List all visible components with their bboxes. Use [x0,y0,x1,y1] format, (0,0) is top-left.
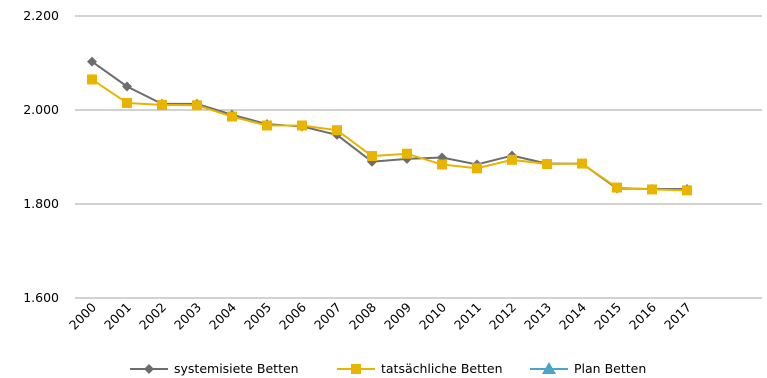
legend-label: tatsächliche Betten [381,361,503,376]
y-tick-label: 1.600 [23,290,59,305]
legend-swatch-marker [351,364,361,374]
data-point [157,99,167,110]
series-1 [87,56,692,194]
x-tick-label: 2007 [311,300,344,333]
data-point [437,159,447,170]
legend: systemisiete Betten tatsächliche Betten Pl… [130,361,646,376]
x-tick-label: 2017 [661,300,694,333]
legend-item: tatsächliche Betten [337,361,503,376]
data-point [402,148,412,159]
data-point [122,97,132,108]
x-axis-ticks: 2000 2001 2002 2003 2004 2005 2006 2007 2008 2009… [66,299,767,332]
legend-label: Plan Betten [574,361,646,376]
x-tick-label: 2014 [556,299,589,332]
x-tick-label: 2010 [416,299,449,332]
series-2 [87,74,692,196]
data-point [542,159,552,170]
legend-item: Plan Betten [530,361,646,376]
data-point [577,158,587,169]
data-point [297,120,307,131]
series-layer [87,56,692,196]
x-tick-label: 2004 [206,299,239,332]
data-point [507,154,517,165]
y-tick-label: 1.800 [23,196,59,211]
x-tick-label: 2002 [136,300,169,333]
x-tick-label: 2011 [451,300,484,333]
x-tick-label: 2015 [591,300,624,333]
data-point [87,56,97,67]
data-point [682,185,692,196]
y-tick-label: 2.200 [23,8,59,23]
data-point [332,125,342,136]
legend-swatch-marker [542,362,556,374]
x-tick-label: 2003 [171,300,204,333]
x-tick-label: 2013 [521,300,554,333]
grid-lines [75,15,762,299]
legend-item: systemisiete Betten [130,361,299,376]
data-point [647,184,657,195]
x-tick-label: 2001 [101,300,134,333]
x-tick-label: 2016 [626,299,659,332]
data-point [192,100,202,111]
data-point [367,151,377,162]
data-point [262,120,272,131]
data-point [472,163,482,174]
y-tick-label: 2.000 [23,102,59,117]
series-line [91,60,687,190]
legend-swatch-marker [144,364,154,374]
x-tick-label: 2009 [381,299,414,332]
data-point [612,182,622,193]
x-tick-label: 2012 [486,300,519,333]
x-tick-label: 2008 [346,299,379,332]
x-tick-label: 2006 [276,299,309,332]
legend-label: systemisiete Betten [174,361,299,376]
x-tick-label: 2000 [66,299,99,332]
series-line [91,78,688,192]
data-point [87,74,97,85]
x-tick-label: 2005 [241,300,274,333]
data-point [227,111,237,122]
data-point [122,81,132,92]
y-axis-ticks: 1.600 1.800 2.000 2.200 [23,8,59,305]
